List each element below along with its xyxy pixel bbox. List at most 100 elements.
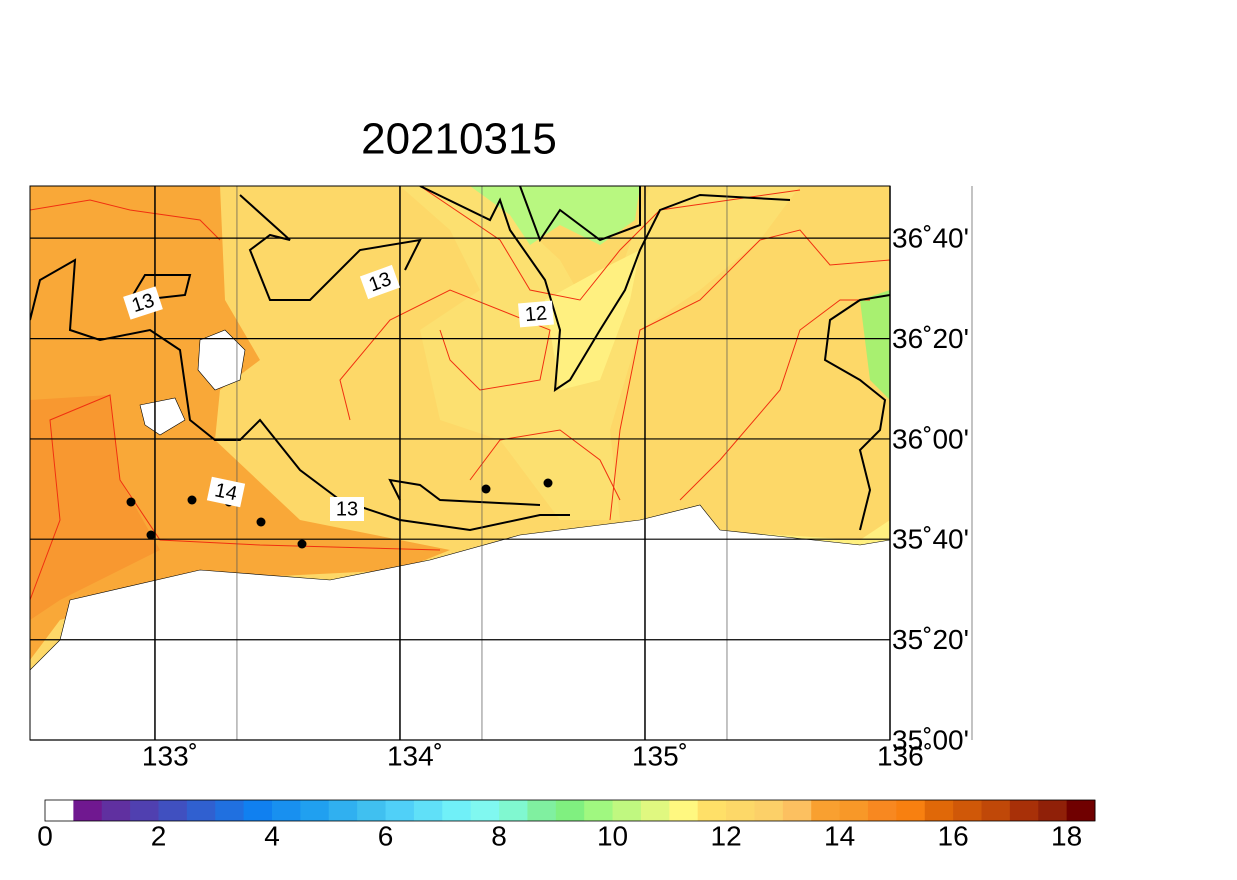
colorbar-tick-label: 14 [824,820,855,851]
map-frame [29,185,891,741]
colorbar-box [640,800,670,821]
station [126,497,136,507]
contour-label-bg [330,497,364,521]
colorbar-box [385,800,415,821]
colorbar-box [272,800,301,821]
field-region [470,186,640,245]
colorbar-box [896,800,926,821]
contour [129,274,192,301]
contour [30,199,221,241]
colorbar-tick-label: 18 [1051,820,1082,851]
colorbar-box [101,800,131,821]
colorbar-box [300,800,330,821]
colorbar-box [470,800,500,821]
colorbar-box [1009,800,1039,821]
colorbar-frame [44,799,1096,822]
contour-label: 14 [206,476,246,508]
colorbar-box [924,800,954,821]
colorbar-box [215,800,245,821]
title: 20210315 [361,115,557,164]
land [30,504,890,740]
contour-label-bg [359,264,401,300]
colorbar-box [669,800,699,821]
lon-tick-label: 136˚ [877,740,933,771]
colorbar-box [328,800,358,821]
colorbar-tick-label: 16 [938,820,969,851]
lat-tick-label: 36˚00' [892,423,969,454]
island [197,329,246,391]
colorbar-box [45,800,74,821]
lat-tick-label: 35˚00' [892,724,969,755]
contour-label: 12 [518,300,554,328]
contour-label: 13 [123,286,163,320]
lon-tick-label: 133˚ [142,740,198,771]
contour-label: 14 [213,479,239,505]
colorbar-box [1066,800,1096,821]
colorbar-box [754,800,784,821]
colorbar-box [527,800,557,821]
colorbar: 0 2 4 6 8 10 12 14 16 18 [37,799,1096,851]
contour [609,229,890,521]
colorbar-box [697,800,727,821]
colorbar-box [243,800,273,821]
field [30,186,890,740]
colorbar-tick-label: 2 [151,820,167,851]
colorbar-box [499,800,528,821]
lat-tick-label: 35˚40' [892,524,969,555]
island [139,397,186,436]
contour [823,294,890,531]
colorbar-box [442,800,472,821]
stations [126,478,553,549]
colorbar-box [981,800,1011,821]
lon-tick-label: 134˚ [387,740,443,771]
contour [388,478,541,506]
colorbar-box [413,800,443,821]
contour-label: 13 [330,497,364,521]
colorbar-tick-label: 8 [491,820,507,851]
station [256,517,266,527]
contour-label-bg [206,476,246,508]
colorbar-box [839,800,869,821]
colorbar-tick-label: 4 [264,820,280,851]
contour-label-bg [518,300,554,328]
colorbar-box [1038,800,1068,821]
lat-tick-label: 36˚20' [892,323,969,354]
colorbar-box [953,800,982,821]
contour-label: 13 [336,498,358,520]
contour [419,186,791,392]
colorbar-box [726,800,755,821]
station [146,530,156,540]
field-region [30,395,160,620]
station [543,478,553,488]
colorbar-box [555,800,585,821]
contour [679,299,870,501]
contour-label-bg [123,286,163,320]
graticule [30,186,973,741]
station [297,539,307,549]
contour-label: 13 [359,264,401,300]
colorbar-box [612,800,642,821]
contour [30,258,570,532]
colorbar-box [73,800,103,821]
colorbar-box [584,800,614,821]
colorbar-box [811,800,841,821]
contour [339,289,551,421]
lat-tick-label: 35˚20' [892,624,969,655]
colorbar-box [186,800,216,821]
contour [519,186,641,243]
contour-label: 12 [524,302,548,326]
colorbar-box [130,800,160,821]
lat-tick-label: 36˚40' [892,222,969,253]
colorbar-tick-label: 10 [597,820,628,851]
colorbar-tick-label: 6 [378,820,394,851]
colorbar-box [782,800,812,821]
station [481,484,491,494]
field-region [860,290,890,400]
colorbar-tick-label: 0 [37,820,53,851]
colorbar-tick-label: 12 [711,820,742,851]
lon-tick-label: 135˚ [632,740,688,771]
colorbar-box [867,800,897,821]
field-region [545,250,640,390]
